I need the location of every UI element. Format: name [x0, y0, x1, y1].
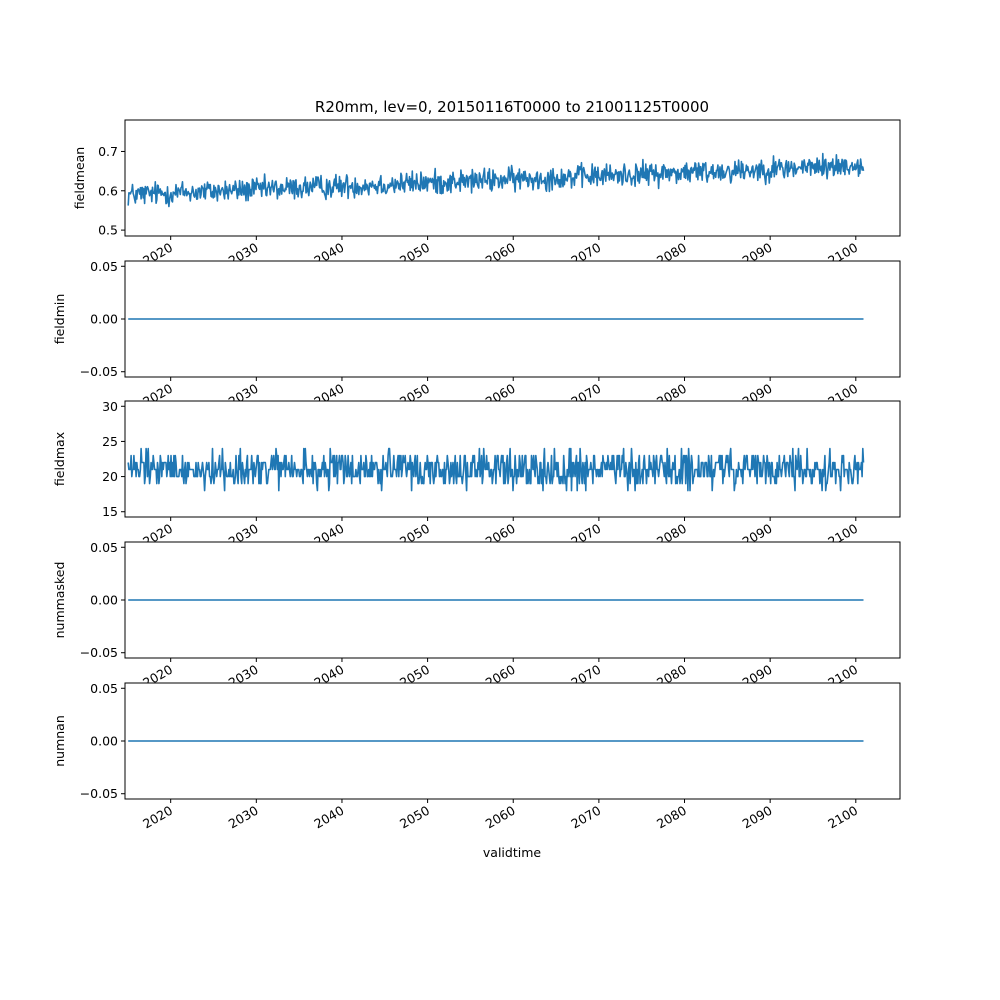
- x-tick-label-fieldmean: 2030: [226, 240, 261, 269]
- y-tick-label-numnan: 0.00: [90, 734, 118, 749]
- x-tick-label-fieldmin: 2100: [825, 381, 860, 410]
- x-tick-label-fieldmax: 2080: [654, 521, 689, 550]
- x-tick-labels-nummasked: 2020 2030 2040 2050 2060 2070 2080 2090 2100: [140, 662, 860, 691]
- y-tick-label-fieldmean: 0.5: [98, 223, 118, 238]
- x-tick-label-fieldmin: 2070: [568, 381, 603, 410]
- x-tick-label-fieldmin: 2030: [226, 381, 261, 410]
- x-tick-label-fieldmax: 2040: [311, 521, 346, 550]
- x-tick-label-nummasked: 2040: [311, 662, 346, 691]
- y-tick-label-fieldmax: 20: [102, 469, 118, 484]
- series-line-fieldmax: [127, 447, 865, 492]
- y-tick-label-fieldmean: 0.6: [98, 183, 118, 198]
- panel-fieldmin: −0.05 0.00 0.05 fieldmin 2020 2030 2040 2050 206…: [52, 259, 901, 410]
- x-tick-label-nummasked: 2100: [825, 662, 860, 691]
- x-tick-label-numnan: 2050: [397, 803, 432, 832]
- x-tick-label-nummasked: 2050: [397, 662, 432, 691]
- y-tick-label-fieldmax: 30: [102, 399, 118, 414]
- y-tick-label-numnan: −0.05: [80, 786, 118, 801]
- x-tick-label-fieldmean: 2080: [654, 240, 689, 269]
- y-axis-label-numnan: numnan: [52, 715, 67, 767]
- x-tick-label-nummasked: 2090: [740, 662, 775, 691]
- x-axis-label: validtime: [483, 845, 541, 860]
- x-tick-label-fieldmean: 2040: [311, 240, 346, 269]
- x-tick-label-fieldmean: 2070: [568, 240, 603, 269]
- x-tick-label-fieldmin: 2080: [654, 381, 689, 410]
- y-tick-label-fieldmin: 0.00: [90, 312, 118, 327]
- y-axis-label-fieldmean: fieldmean: [72, 147, 87, 209]
- axes-frame-fieldmean: [124, 119, 901, 237]
- y-tick-label-nummasked: 0.05: [90, 540, 118, 555]
- x-tick-label-fieldmax: 2050: [397, 521, 432, 550]
- axes-frame-fieldmax: [124, 400, 901, 518]
- x-tick-label-numnan: 2030: [226, 803, 261, 832]
- x-tick-label-fieldmax: 2030: [226, 521, 261, 550]
- x-tick-label-nummasked: 2030: [226, 662, 261, 691]
- x-tick-label-fieldmean: 2050: [397, 240, 432, 269]
- x-tick-label-fieldmax: 2090: [740, 521, 775, 550]
- x-tick-label-nummasked: 2060: [483, 662, 518, 691]
- y-tick-label-fieldmin: −0.05: [80, 364, 118, 379]
- y-axis-label-fieldmax: fieldmax: [52, 432, 67, 486]
- x-tick-label-fieldmean: 2100: [825, 240, 860, 269]
- x-tick-label-fieldmax: 2070: [568, 521, 603, 550]
- x-tick-label-nummasked: 2080: [654, 662, 689, 691]
- y-tick-label-fieldmin: 0.05: [90, 259, 118, 274]
- x-tick-label-fieldmean: 2020: [140, 240, 175, 269]
- x-tick-label-fieldmin: 2060: [483, 381, 518, 410]
- x-tick-label-fieldmin: 2020: [140, 381, 175, 410]
- panel-fieldmax: 15 20 25 30 fieldmax 2020 2030 2040 2050 2060 2070…: [52, 399, 901, 550]
- x-tick-label-fieldmax: 2060: [483, 521, 518, 550]
- y-tick-label-fieldmax: 25: [102, 434, 118, 449]
- x-tick-label-numnan: 2090: [740, 803, 775, 832]
- x-tick-labels-fieldmin: 2020 2030 2040 2050 2060 2070 2080 2090 2100: [140, 381, 860, 410]
- x-tick-label-fieldmean: 2090: [740, 240, 775, 269]
- x-tick-label-numnan: 2100: [825, 803, 860, 832]
- y-tick-label-fieldmean: 0.7: [98, 144, 118, 159]
- x-tick-label-numnan: 2020: [140, 803, 175, 832]
- x-tick-label-numnan: 2070: [568, 803, 603, 832]
- x-tick-label-nummasked: 2070: [568, 662, 603, 691]
- chart-title: R20mm, lev=0, 20150116T0000 to 21001125T…: [315, 98, 709, 116]
- x-tick-label-numnan: 2040: [311, 803, 346, 832]
- x-tick-label-fieldmin: 2050: [397, 381, 432, 410]
- x-tick-label-fieldmin: 2040: [311, 381, 346, 410]
- x-tick-labels-fieldmax: 2020 2030 2040 2050 2060 2070 2080 2090 2100: [140, 521, 860, 550]
- y-tick-label-numnan: 0.05: [90, 681, 118, 696]
- x-tick-label-fieldmin: 2090: [740, 381, 775, 410]
- x-tick-label-fieldmax: 2100: [825, 521, 860, 550]
- y-tick-label-nummasked: −0.05: [80, 645, 118, 660]
- x-tick-label-nummasked: 2020: [140, 662, 175, 691]
- x-tick-labels-fieldmean: 2020 2030 2040 2050 2060 2070 2080 2090 2100: [140, 240, 860, 269]
- series-line-fieldmean: [127, 152, 865, 208]
- y-tick-label-fieldmax: 15: [102, 504, 118, 519]
- x-tick-label-numnan: 2080: [654, 803, 689, 832]
- x-tick-label-numnan: 2060: [483, 803, 518, 832]
- y-tick-label-nummasked: 0.00: [90, 593, 118, 608]
- x-tick-label-fieldmax: 2020: [140, 521, 175, 550]
- x-tick-labels-numnan: 2020 2030 2040 2050 2060 2070 2080 2090 2100: [140, 803, 860, 832]
- y-axis-label-fieldmin: fieldmin: [52, 294, 67, 345]
- y-axis-label-nummasked: nummasked: [52, 562, 67, 639]
- x-tick-label-fieldmean: 2060: [483, 240, 518, 269]
